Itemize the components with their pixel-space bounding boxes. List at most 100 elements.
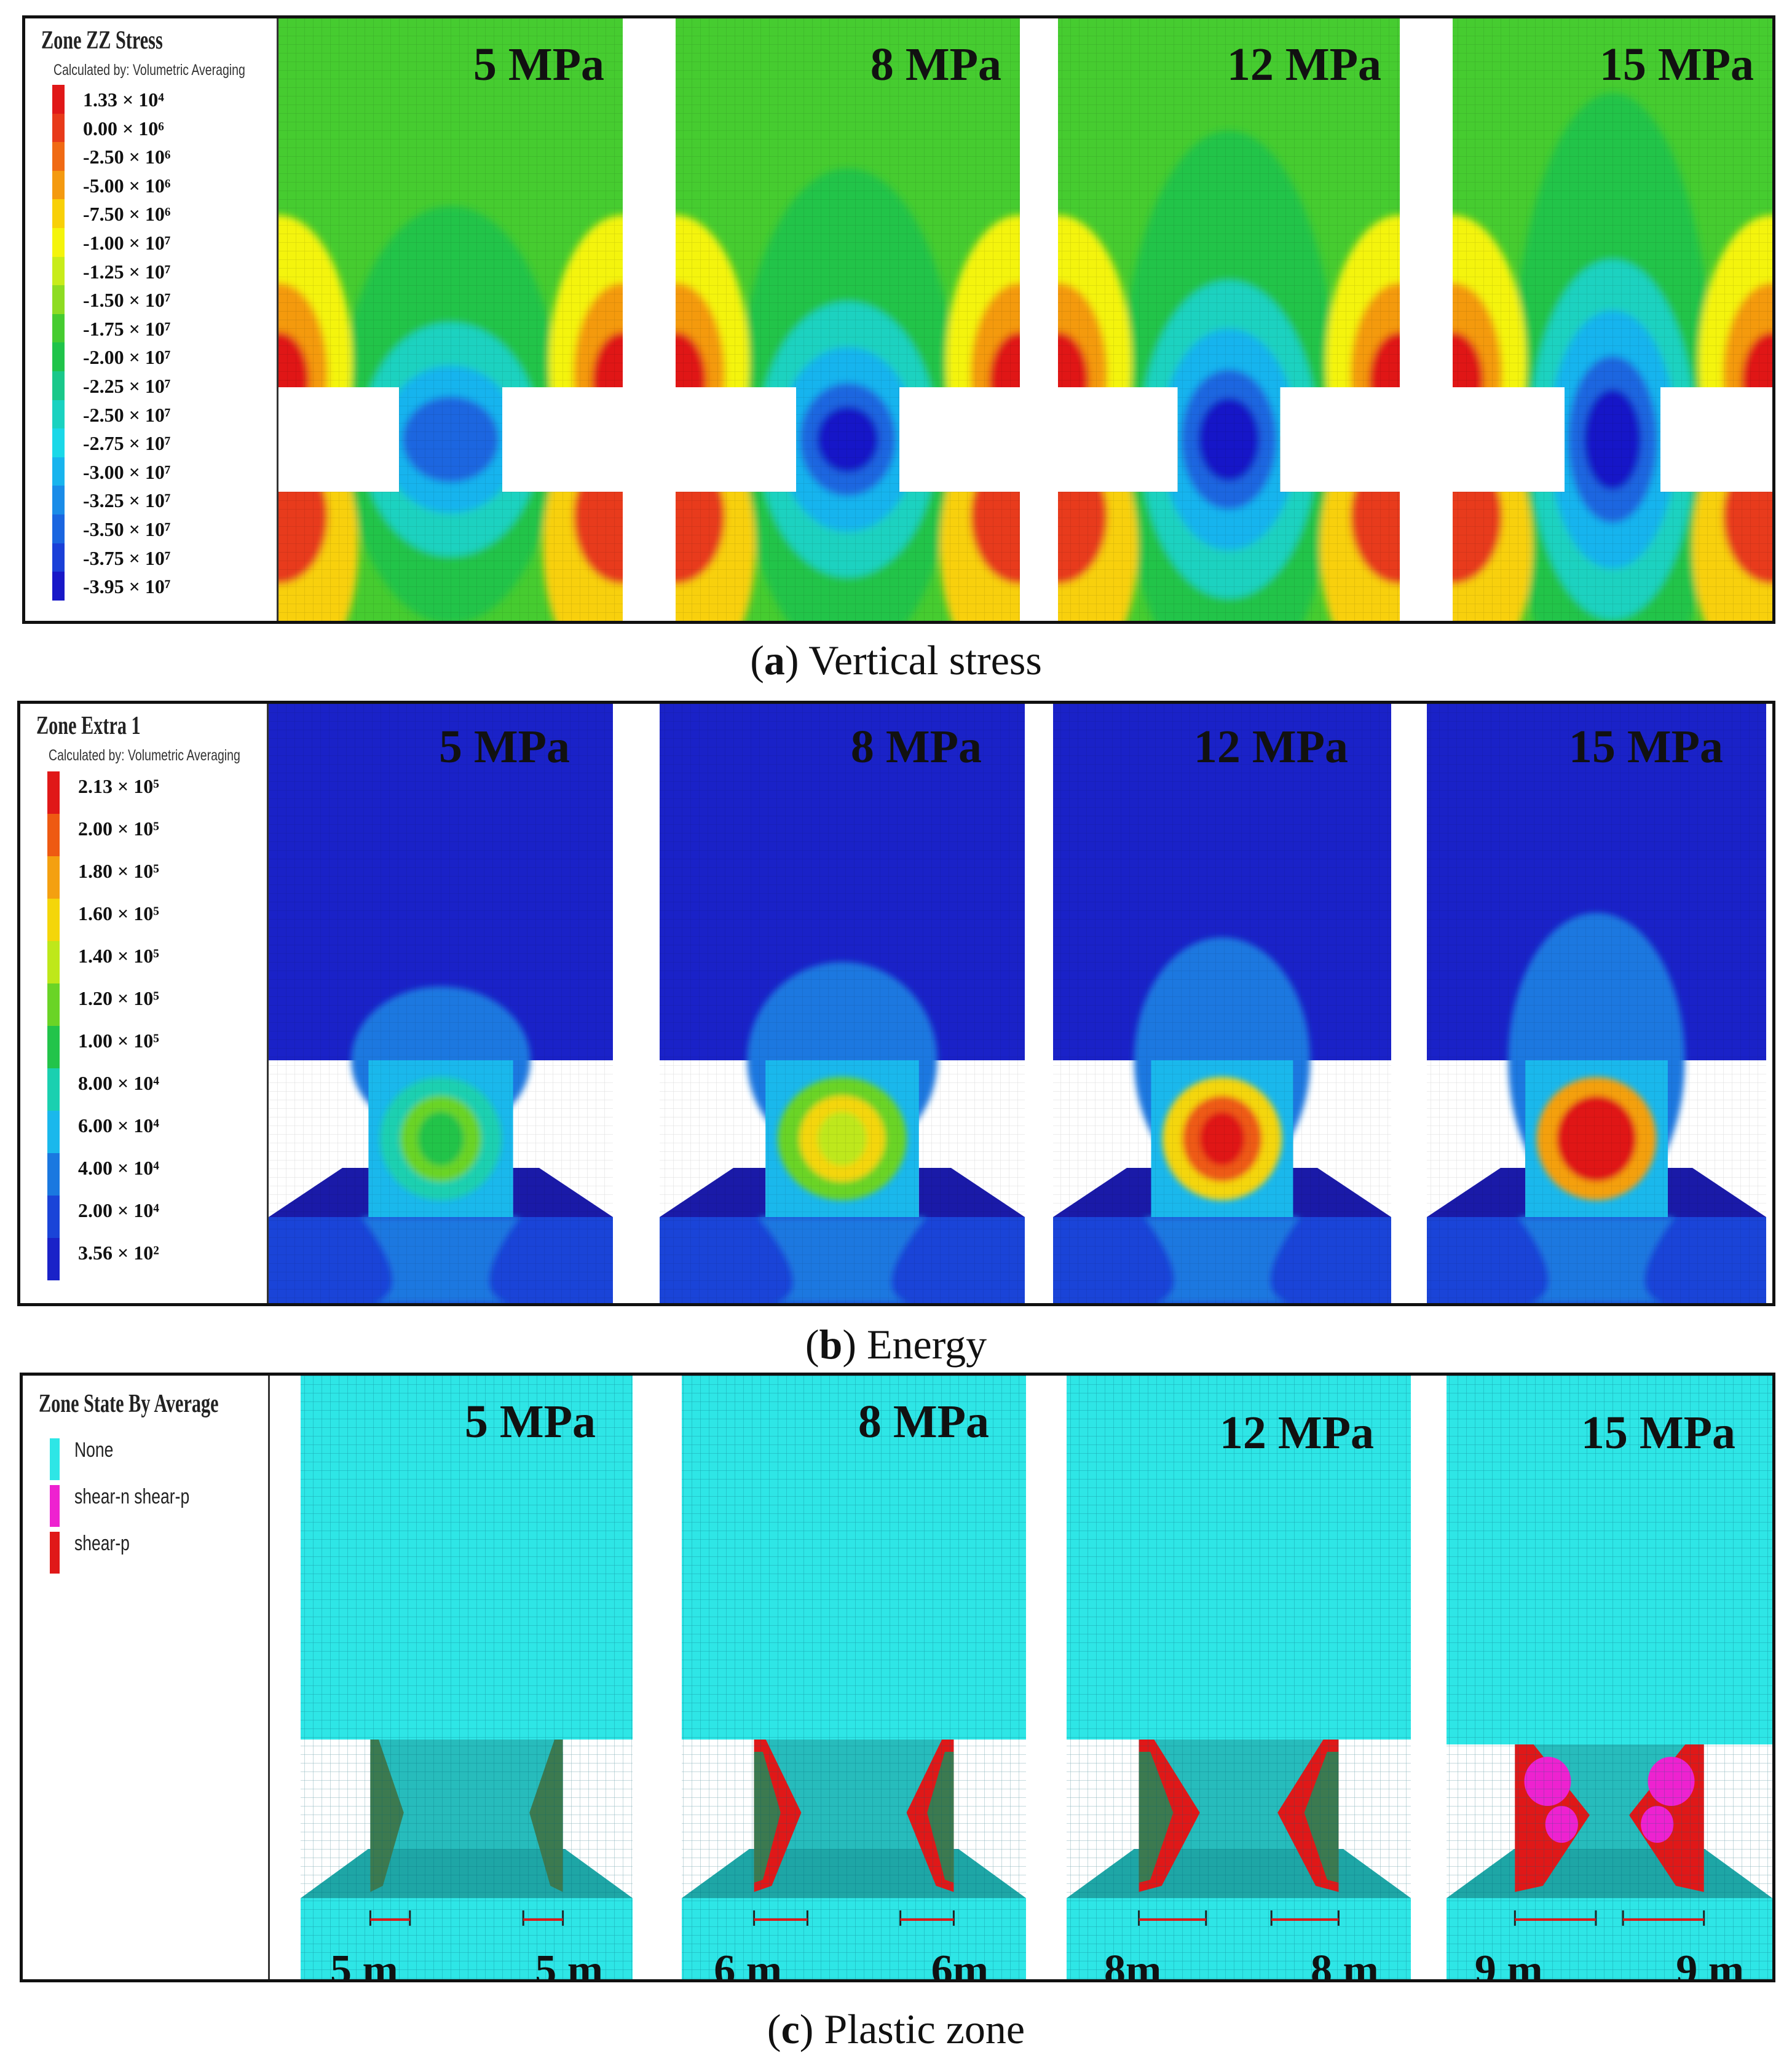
legend-label: 0.00 × 10⁶ [83,117,164,140]
panel-b-frame: Zone Extra 1 Calculated by: Volumetric A… [17,701,1775,1306]
model-1: 5 MPa 5 m 5 m [301,1376,633,1979]
legend-row: None [50,1438,283,1485]
legend-row: 2.00 × 10⁴ [47,1196,281,1238]
mesh-grid [269,704,613,1303]
panel-c-frame: Zone State By Average None shear-n shear-… [20,1373,1775,1982]
legend-label: 1.33 × 10⁴ [83,89,164,111]
legend-label: -5.00 × 10⁶ [83,174,171,197]
legend-row: 2.00 × 10⁵ [47,814,281,856]
legend-label: -2.00 × 10⁷ [83,346,171,369]
abutment-pressure [1058,436,1178,492]
legend-row: -2.50 × 10⁷ [52,400,286,429]
legend-row: -3.75 × 10⁷ [52,543,286,572]
legend-label: 1.00 × 10⁵ [78,1030,159,1052]
legend-label: -1.75 × 10⁷ [83,317,171,340]
legend-label: 6.00 × 10⁴ [78,1114,159,1137]
legend-title: Zone State By Average [39,1390,219,1418]
legend-swatch [52,457,65,486]
legend-label: 1.20 × 10⁵ [78,987,159,1009]
pressure-label: 15 MPa [1600,39,1754,90]
mesh-grid [1058,18,1400,621]
legend-label: 4.00 × 10⁴ [78,1157,159,1179]
legend-swatch [50,1532,60,1574]
legend-row: -7.50 × 10⁶ [52,199,286,228]
legend-swatch [47,899,60,941]
legend-row: -3.50 × 10⁷ [52,514,286,543]
legend-row: -1.50 × 10⁷ [52,285,286,314]
model-1: 5 MPa [269,704,613,1303]
legend-row: -2.25 × 10⁷ [52,371,286,400]
legend-row: -3.95 × 10⁷ [52,572,286,601]
legend-row: -2.50 × 10⁶ [52,142,286,171]
caption-c: (c) Plastic zone [767,2006,1025,2052]
model-3: 12 MPa [1053,704,1391,1303]
legend-label: -1.25 × 10⁷ [83,260,171,283]
model-3: 12 MPa 8m 8 m [1067,1376,1411,1979]
legend-swatch [52,428,65,457]
pressure-label: 5 MPa [473,39,604,90]
legend-swatch [52,572,65,601]
legend-swatch [52,85,65,114]
legend-row: 6.00 × 10⁴ [47,1111,281,1153]
legend-swatch [52,199,65,228]
legend-row: -1.75 × 10⁷ [52,313,286,343]
pressure-label: 8 MPa [858,1396,989,1448]
legend-row: -3.25 × 10⁷ [52,486,286,514]
legend-label: -2.75 × 10⁷ [83,432,171,455]
legend-swatch [52,228,65,257]
legend-title: Zone Extra 1 [36,712,141,740]
legend-label: 1.40 × 10⁵ [78,945,159,967]
legend-label: -1.00 × 10⁷ [83,232,171,254]
legend-swatch [52,486,65,514]
legend-row: 1.60 × 10⁵ [47,899,281,941]
legend-row: 1.40 × 10⁵ [47,941,281,983]
abutment-pressure [899,436,1020,492]
panel-a-frame: Zone ZZ Stress Calculated by: Volumetric… [22,15,1775,624]
width-label-left: 6 m [714,1947,782,1979]
legend-swatch [47,856,60,899]
mesh-grid [1453,18,1772,621]
model-2: 8 MPa 6 m 6m [682,1376,1026,1979]
width-label-left: 9 m [1475,1947,1543,1979]
legend-swatch [50,1438,60,1480]
pressure-label: 12 MPa [1220,1407,1374,1459]
legend-label: -2.50 × 10⁶ [83,146,171,168]
legend-swatch [47,941,60,983]
legend-swatch [52,142,65,171]
legend-zone-zz-stress: Zone ZZ Stress Calculated by: Volumetric… [25,18,278,621]
caption-a: (a) Vertical stress [750,637,1042,684]
legend-label: -3.75 × 10⁷ [83,546,171,569]
legend-label: 3.56 × 10² [78,1242,159,1264]
legend-label: 2.00 × 10⁵ [78,818,159,840]
legend-swatch [52,256,65,286]
legend-row: -2.00 × 10⁷ [52,342,286,371]
legend-swatch [52,170,65,200]
abutment-pressure [1280,436,1400,492]
pressure-label: 5 MPa [439,721,570,773]
legend-swatch [47,1068,60,1111]
abutment-pressure [502,436,623,492]
legend-swatch [50,1485,60,1527]
model-3: 12 MPa [1058,18,1400,621]
plastic-zone-plots: 5 MPa 5 m 5 m 8 MPa 6 m 6m 12 MPa 8m 8 m 15 MPa 9 … [301,1376,1772,1979]
legend-row: 3.56 × 10² [47,1238,281,1280]
legend-label: 2.00 × 10⁴ [78,1199,159,1221]
legend-label: -3.25 × 10⁷ [83,489,171,512]
legend-swatch [47,983,60,1026]
model-2: 8 MPa [660,704,1025,1303]
legend-label: 2.13 × 10⁵ [78,775,159,797]
pressure-label: 5 MPa [465,1396,596,1448]
legend-label: -7.50 × 10⁶ [83,203,171,226]
width-label-right: 5 m [535,1947,603,1979]
caption-b: (b) Energy [805,1321,987,1368]
mesh-grid [1053,704,1391,1303]
width-label-right: 6m [931,1947,989,1979]
mesh-grid [278,18,623,621]
legend-swatch [52,313,65,343]
legend-label: 1.60 × 10⁵ [78,902,159,924]
legend-row: -1.25 × 10⁷ [52,256,286,286]
abutment-pressure [278,436,399,492]
legend-row: -1.00 × 10⁷ [52,228,286,257]
legend-swatch [47,771,60,814]
mesh-grid [660,704,1025,1303]
